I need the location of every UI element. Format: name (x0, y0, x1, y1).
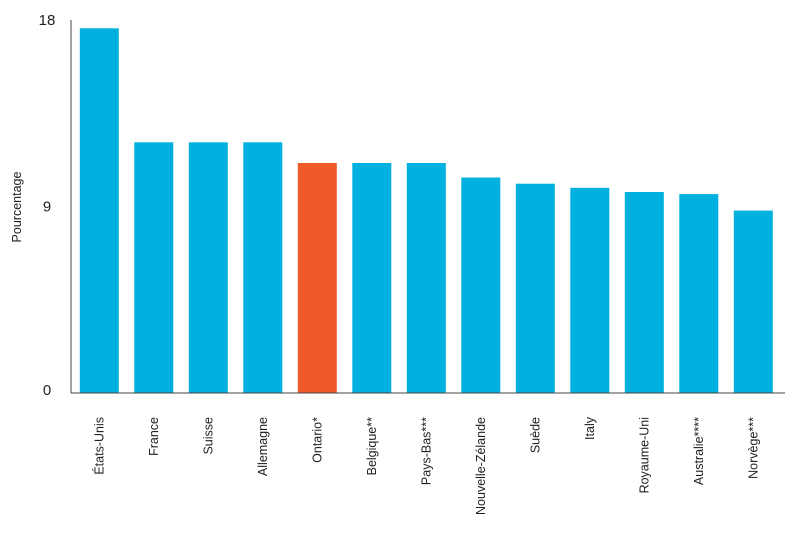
x-category-label: Italy (583, 416, 597, 440)
x-category-label: Australie**** (692, 417, 706, 485)
bar (79, 28, 119, 394)
x-category-label: Suisse (201, 417, 215, 455)
bar (406, 163, 446, 393)
bar (570, 187, 610, 393)
x-category-label: Belgique** (365, 417, 379, 476)
bar (297, 163, 337, 393)
x-category-label: États-Unis (91, 417, 106, 475)
bar (733, 210, 773, 393)
bar (188, 142, 228, 393)
x-category-labels: États-Unis France Suisse Allemagne Ontario* B… (91, 416, 760, 515)
bar (515, 183, 555, 393)
x-category-label: Suède (528, 417, 542, 453)
y-tick-label: 18 (39, 12, 56, 29)
x-category-label: Allemagne (256, 417, 270, 476)
y-tick-label: 9 (43, 199, 51, 216)
x-category-label: Norvège*** (746, 417, 760, 479)
bar (134, 142, 174, 393)
x-category-label: Royaume-Uni (637, 417, 651, 493)
bar (352, 163, 392, 393)
x-category-label: Pays-Bas*** (419, 417, 433, 485)
bar (461, 177, 501, 393)
y-tick-labels: 0 9 18 (39, 12, 56, 399)
x-category-label: Ontario* (310, 417, 324, 463)
bar (624, 192, 664, 393)
bars-group (79, 28, 773, 394)
x-category-label: France (147, 417, 161, 456)
bar (243, 142, 283, 393)
bar (679, 194, 719, 393)
y-axis-title: Pourcentage (10, 172, 24, 243)
y-tick-label: 0 (43, 382, 51, 399)
x-category-label: Nouvelle-Zélande (474, 417, 488, 515)
